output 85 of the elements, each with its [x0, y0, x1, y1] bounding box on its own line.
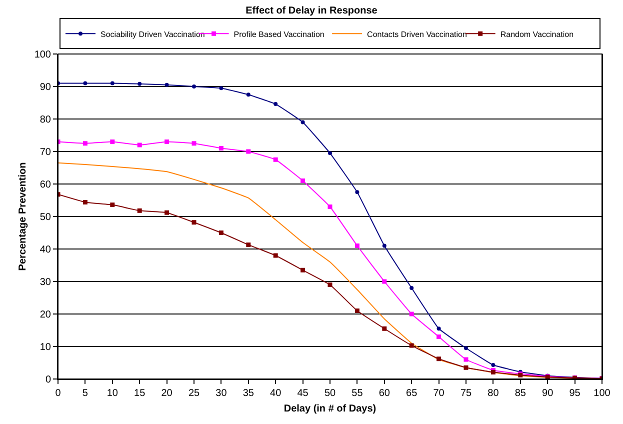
point [82, 141, 88, 146]
point [410, 286, 414, 290]
point [382, 244, 386, 248]
x-tick-label: 80 [488, 388, 500, 399]
y-tick-label: 0 [45, 374, 52, 386]
x-tick-label: 70 [433, 388, 445, 399]
legend-label: Sociability Driven Vaccination [100, 30, 205, 39]
point [82, 200, 88, 204]
x-tick-label: 95 [569, 388, 581, 399]
point [110, 202, 115, 208]
point [436, 356, 442, 362]
point [218, 230, 224, 235]
x-tick-label: 30 [216, 388, 228, 399]
point [382, 326, 387, 331]
point [409, 343, 414, 348]
point [328, 282, 332, 287]
point [218, 146, 224, 150]
point [328, 151, 332, 156]
x-tick-label: 15 [134, 388, 146, 399]
point [164, 210, 170, 215]
point [436, 334, 442, 339]
x-tick-label: 35 [242, 388, 254, 399]
point [300, 268, 306, 272]
y-tick-label: 20 [40, 310, 52, 320]
x-tick-label: 5 [82, 388, 88, 399]
point [354, 308, 360, 313]
point [192, 220, 196, 225]
x-tick-label: 0 [55, 388, 62, 399]
x-tick-label: 60 [378, 388, 390, 399]
x-tick-label: 25 [188, 388, 200, 399]
point [164, 82, 169, 87]
x-tick-label: 50 [324, 388, 336, 399]
legend-label: Profile Based Vaccination [234, 30, 324, 39]
y-axis-title: Percentage Prevention [17, 162, 28, 271]
y-tick-label: 90 [40, 82, 52, 93]
legend-label: Contacts Driven Vaccination [367, 30, 467, 39]
x-tick-label: 40 [270, 388, 282, 399]
point [464, 365, 468, 370]
chart-title: Effect of Delay in Response [246, 5, 378, 16]
point [164, 140, 170, 144]
y-tick-label: 70 [40, 147, 52, 158]
x-tick-label: 85 [514, 388, 526, 399]
point [436, 326, 441, 331]
y-tick-label: 100 [34, 50, 52, 60]
point [464, 346, 468, 350]
point [192, 141, 196, 146]
y-tick-label: 30 [40, 277, 52, 288]
point [246, 149, 251, 154]
point [300, 120, 305, 124]
y-tick-label: 80 [40, 114, 52, 126]
y-tick-label: 10 [40, 342, 52, 353]
point [137, 208, 142, 213]
point [110, 81, 114, 86]
point [355, 190, 360, 194]
point [273, 157, 278, 162]
point [273, 253, 278, 258]
point [138, 82, 142, 86]
point [246, 92, 250, 97]
x-tick-label: 45 [297, 388, 309, 399]
point [246, 242, 251, 248]
point [328, 204, 332, 209]
point [300, 178, 306, 183]
point [382, 279, 387, 284]
x-tick-label: 65 [406, 388, 418, 399]
point [137, 142, 142, 148]
x-axis-title: Delay (in # of Days) [284, 404, 376, 414]
x-tick-label: 10 [106, 388, 118, 399]
y-tick-label: 50 [40, 212, 52, 223]
point [491, 363, 496, 368]
y-tick-label: 40 [40, 244, 52, 256]
legend-label: Random Vaccination [500, 30, 574, 39]
x-tick-label: 55 [352, 388, 364, 399]
point [464, 357, 468, 362]
point [409, 312, 414, 316]
x-tick-label: 20 [161, 388, 173, 399]
point [192, 84, 196, 88]
point [274, 102, 278, 106]
point [110, 140, 115, 144]
x-tick-label: 100 [594, 388, 611, 399]
x-tick-label: 90 [542, 388, 554, 399]
y-tick-label: 60 [40, 180, 52, 190]
point [219, 86, 224, 90]
point [354, 244, 360, 248]
point [83, 81, 88, 86]
x-tick-label: 75 [460, 388, 472, 399]
